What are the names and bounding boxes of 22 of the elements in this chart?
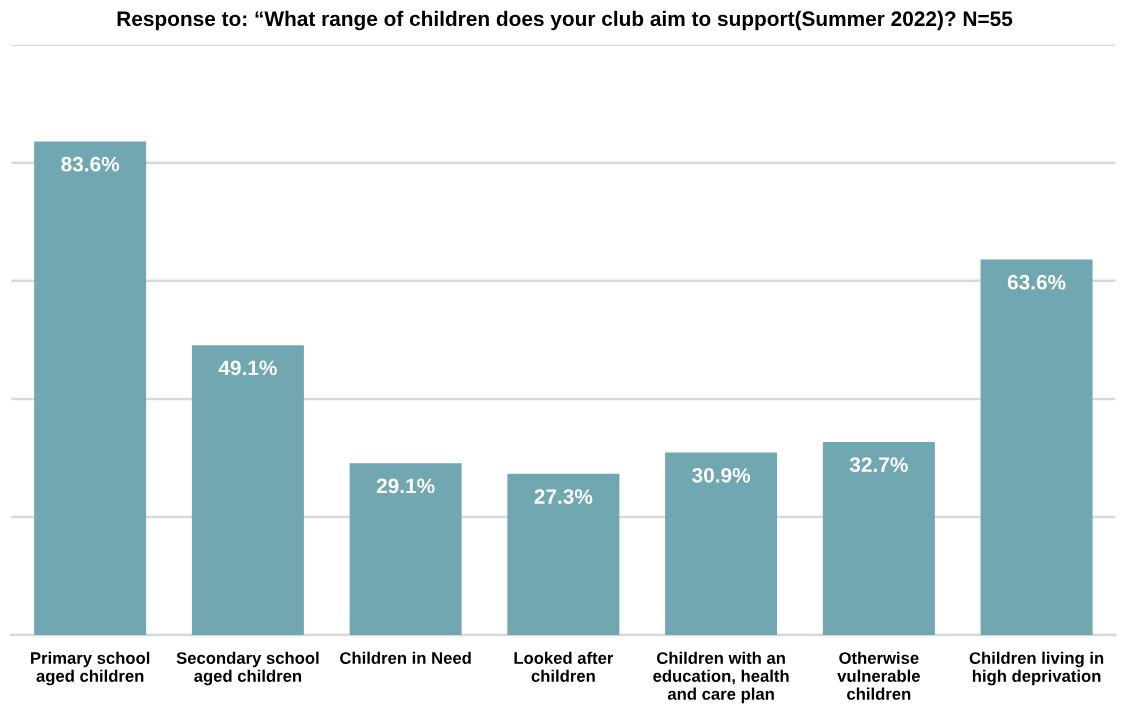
bar <box>665 452 778 636</box>
data-label: 63.6% <box>1007 274 1066 290</box>
data-label: 29.1% <box>376 478 435 494</box>
x-tick-label: Otherwise vulnerable children <box>837 651 920 700</box>
data-label: 83.6% <box>61 156 120 172</box>
bar <box>980 259 1093 636</box>
bar <box>34 141 147 636</box>
data-label: 30.9% <box>692 467 751 483</box>
x-tick-label: Secondary school aged children <box>176 651 319 686</box>
x-tick-label: Children living in high deprivation <box>969 651 1104 686</box>
x-tick-label: Children in Need <box>340 651 471 664</box>
bar <box>349 463 462 636</box>
chart-title: Response to: “What range of children does your club aim to support(Summer 2022)? N=55 <box>117 10 1013 31</box>
x-tick-label: Primary school aged children <box>31 651 150 686</box>
x-tick-label: Looked after children <box>514 651 614 682</box>
data-label: 27.3% <box>534 489 593 504</box>
bar <box>822 441 935 636</box>
x-tick-label: Children with an education, health and care plan <box>653 651 789 704</box>
data-label: 49.1% <box>218 360 277 376</box>
data-label: 32.7% <box>849 457 908 473</box>
bar <box>507 473 620 636</box>
bar <box>191 345 304 636</box>
